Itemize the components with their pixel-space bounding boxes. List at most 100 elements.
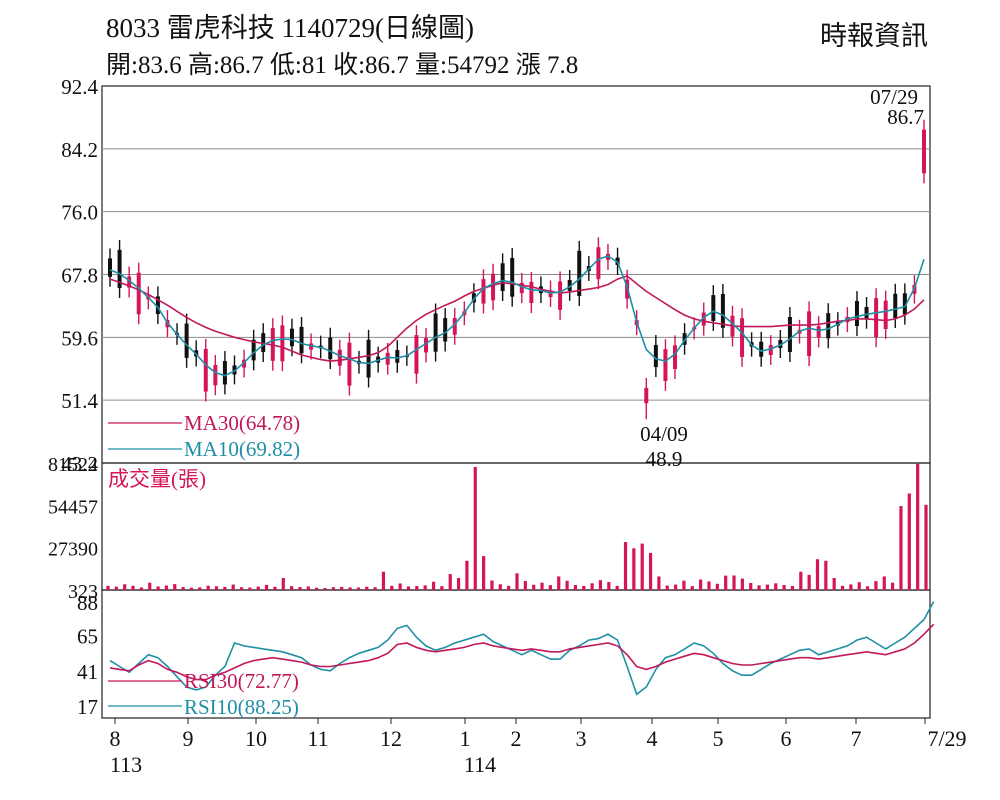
volume-bar [916, 463, 920, 590]
candle-body [893, 293, 898, 319]
volume-bar [214, 586, 219, 590]
price-tick-label: 59.6 [61, 326, 98, 350]
ma10-legend-label: MA10(69.82) [184, 437, 300, 461]
candle-body [673, 345, 678, 370]
volume-bar [732, 575, 736, 590]
year-label-113: 113 [110, 752, 142, 777]
volume-bar [390, 585, 394, 590]
volume-bar [340, 586, 344, 590]
volume-bar [673, 584, 678, 590]
candle-body [289, 328, 294, 347]
volume-tick-label: 54457 [48, 496, 98, 518]
volume-bar [173, 584, 177, 590]
data-source-label: 時報資訊 [820, 21, 928, 51]
candle-body [261, 333, 266, 353]
candle-body [136, 272, 141, 315]
candle-body [519, 282, 524, 294]
chart-frames [101, 85, 931, 719]
volume-bar [565, 580, 569, 590]
volume-bar [431, 581, 436, 590]
candle-body [816, 326, 821, 338]
volume-bar [148, 582, 152, 590]
volume-bar [248, 587, 252, 590]
volume-bar [924, 504, 928, 590]
candle-body [826, 313, 831, 339]
volume-bar [181, 587, 185, 590]
volume-bar [724, 575, 728, 590]
volume-bar [774, 583, 778, 590]
volume-bar [490, 580, 494, 590]
volume-bar [406, 586, 411, 590]
candle-body [127, 276, 132, 288]
volume-bar [398, 583, 402, 590]
low-date-annotation: 04/09 [640, 422, 688, 446]
volume-bar [849, 584, 853, 590]
volume-bar [323, 588, 327, 590]
volume-bar [882, 576, 886, 590]
volume-bar [657, 576, 661, 590]
high-value-annotation: 86.7 [887, 105, 924, 129]
volume-bar [799, 571, 803, 590]
volume-bar [356, 587, 361, 590]
volume-bar [331, 587, 335, 590]
volume-bar [239, 587, 244, 590]
volume-bar [682, 580, 686, 590]
candle-body [711, 295, 716, 321]
volume-bar [448, 574, 452, 590]
candle-body [768, 345, 773, 355]
month-tick-label: 4 [647, 726, 658, 751]
candle-body [481, 279, 486, 304]
volume-bar [749, 582, 753, 590]
volume-bar [590, 583, 594, 590]
price-tick-label: 43.2 [61, 452, 98, 476]
rsi-tick-label: 17 [77, 695, 98, 719]
price-gridlines [102, 148, 930, 401]
volume-bar [315, 587, 319, 590]
volume-bar [573, 585, 578, 590]
volume-bar [373, 587, 377, 590]
candle-body [864, 307, 869, 319]
volume-bar [598, 580, 603, 590]
chart-title: 8033 雷虎科技 1140729(日線圖) [106, 13, 474, 43]
candle-body [443, 318, 448, 342]
candle-body [232, 365, 237, 375]
volume-bar [306, 586, 310, 590]
candle-body [883, 300, 888, 329]
volume-bar [690, 586, 694, 590]
price-tick-label: 92.4 [61, 75, 98, 99]
volume-bar [632, 548, 636, 590]
volume-bar [582, 585, 586, 590]
volume-bar [665, 585, 669, 590]
rsi30-legend-label: RSI30(72.77) [184, 669, 299, 693]
volume-bar [365, 586, 369, 590]
candle-body [366, 339, 371, 378]
volume-bar [423, 585, 427, 590]
ma30-legend-label: MA30(64.78) [184, 411, 300, 435]
volume-bar [532, 584, 536, 590]
volume-bar [507, 585, 511, 590]
month-tick-label: 2 [511, 726, 522, 751]
candle-body [922, 129, 926, 174]
volume-bars [106, 463, 928, 590]
indicator-lines [109, 255, 935, 696]
volume-bar [114, 586, 118, 590]
volume-bar [264, 584, 269, 590]
volume-bar [840, 585, 845, 590]
volume-bar [198, 587, 202, 590]
volume-bar [156, 586, 160, 590]
candle-body [203, 348, 208, 392]
month-tick-label: 7/29 [927, 726, 966, 751]
volume-bar [540, 582, 544, 590]
candle-body [567, 279, 572, 291]
rsi-tick-label: 65 [77, 625, 98, 649]
month-tick-label: 10 [245, 726, 267, 751]
month-tick-label: 7 [851, 726, 862, 751]
candle-body [577, 250, 582, 297]
volume-tick-label: 81524 [48, 454, 98, 476]
candle-body [663, 349, 668, 381]
volume-bar [891, 582, 895, 590]
month-tick-label: 12 [380, 726, 402, 751]
volume-bar [857, 582, 861, 590]
volume-bar [557, 576, 561, 590]
